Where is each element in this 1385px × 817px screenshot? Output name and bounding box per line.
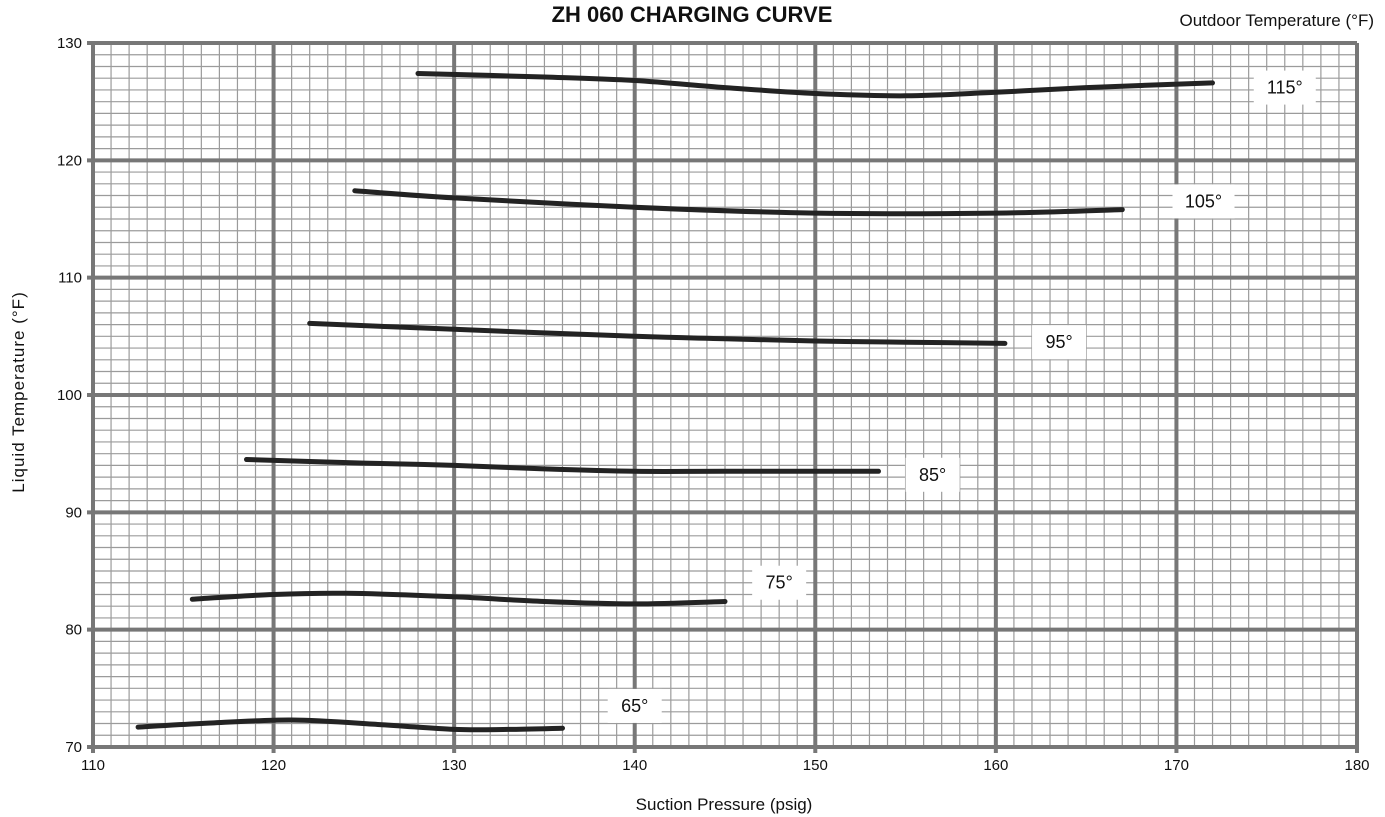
series-line-105: [352, 188, 1125, 217]
series-label-box: [905, 457, 960, 492]
grid: [87, 41, 1359, 753]
x-tick-label: 140: [622, 757, 647, 774]
x-axis-label: Suction Pressure (psig): [636, 795, 813, 814]
x-tick-label: 120: [261, 757, 286, 774]
series-label: 85°: [919, 465, 946, 485]
series-label-box: [1172, 184, 1235, 219]
series-line-85: [244, 457, 881, 474]
x-tick-label: 150: [803, 757, 828, 774]
series-line-65: [135, 717, 565, 733]
y-tick-label: 110: [58, 270, 82, 287]
y-tick-label: 90: [65, 504, 82, 521]
series-label: 75°: [766, 573, 793, 593]
y-tick-label: 70: [65, 739, 82, 756]
chart-title: ZH 060 CHARGING CURVE: [552, 2, 833, 27]
series-lines: [135, 71, 1215, 733]
x-tick-label: 180: [1344, 757, 1369, 774]
series-label-box: [1032, 325, 1087, 360]
series-label: 115°: [1267, 78, 1303, 98]
series-line-115: [415, 71, 1215, 99]
x-tick-label: 130: [442, 757, 467, 774]
series-line-95: [307, 320, 1008, 346]
x-tick-label: 170: [1164, 757, 1189, 774]
series-label-box: [752, 565, 807, 600]
series-line-75: [189, 590, 728, 607]
y-tick-label: 130: [57, 35, 82, 52]
x-tick-label: 110: [81, 757, 105, 774]
series-labels: 65° 75° 85° 95° 105° 115°: [607, 70, 1316, 723]
series-label: 95°: [1045, 332, 1072, 352]
series-label-box: [607, 688, 662, 723]
x-tick-label: 160: [983, 757, 1008, 774]
y-tick-label: 100: [57, 387, 82, 404]
series-label-box: [1253, 70, 1316, 105]
y-tick-label: 120: [57, 152, 82, 169]
y-axis-label: Liquid Temperature (°F): [9, 291, 28, 492]
series-label: 65°: [621, 696, 648, 716]
series-label: 105°: [1185, 191, 1222, 211]
tick-labels: 110 120 130 140 150 160 170 180 70 80 90 100 110 120 1…: [57, 35, 1370, 774]
y-tick-label: 80: [65, 622, 82, 639]
legend-title: Outdoor Temperature (°F): [1179, 11, 1374, 30]
